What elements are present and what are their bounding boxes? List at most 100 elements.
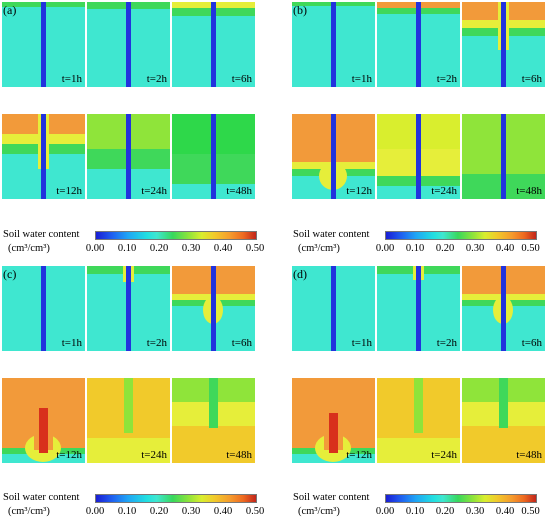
panel-b: t=1h t=2h t=6h t=12h t=24h t=48h (b)	[290, 0, 550, 258]
tick-label: 0.40	[495, 243, 515, 254]
contour-plot	[377, 378, 460, 463]
cell-a-4: t=12h	[2, 114, 85, 199]
colorbar	[385, 494, 537, 503]
tick-label: 0.00	[375, 243, 395, 254]
time-label: t=12h	[346, 185, 372, 197]
cell-c-2: t=2h	[87, 266, 170, 351]
legend-b: Soil water content (cm³/cm³) 0.00 0.10 0…	[290, 229, 550, 259]
legend-title: Soil water content	[293, 229, 370, 240]
cell-c-6: t=48h	[172, 378, 255, 463]
panel-c: t=1h t=2h t=6h t=12h t=24h t=48h (c)	[0, 264, 270, 522]
cell-b-2: t=2h	[377, 2, 460, 87]
legend-title: Soil water content	[3, 229, 80, 240]
contour-plot	[172, 266, 255, 351]
tick-label: 0.10	[405, 506, 425, 517]
time-label: t=6h	[231, 73, 252, 85]
colorbar	[385, 231, 537, 240]
legend-d: Soil water content (cm³/cm³) 0.00 0.10 0…	[290, 492, 550, 522]
contour-plot	[377, 2, 460, 87]
tick-label: 0.50	[245, 243, 265, 254]
cell-d-5: t=24h	[377, 378, 460, 463]
panel-label: (d)	[293, 267, 307, 281]
legend-unit: (cm³/cm³)	[298, 506, 340, 517]
time-label: t=2h	[436, 73, 457, 85]
tick-label: 0.00	[375, 506, 395, 517]
contour-plot	[462, 114, 545, 199]
legend-unit: (cm³/cm³)	[298, 243, 340, 254]
contour-plot	[172, 378, 255, 463]
panel-label: (a)	[3, 3, 17, 17]
cell-b-3: t=6h	[462, 2, 545, 87]
tick-label: 0.20	[435, 243, 455, 254]
cell-d-1: t=1h	[292, 266, 375, 351]
legend-unit: (cm³/cm³)	[8, 506, 50, 517]
time-label: t=48h	[516, 185, 542, 197]
cell-b-1: t=1h	[292, 2, 375, 87]
colorbar	[95, 231, 257, 240]
cell-b-5: t=24h	[377, 114, 460, 199]
tick-label: 0.00	[85, 243, 105, 254]
contour-plot	[2, 2, 85, 87]
colorbar	[95, 494, 257, 503]
contour-plot	[87, 2, 170, 87]
time-label: t=24h	[431, 185, 457, 197]
time-label: t=2h	[146, 73, 167, 85]
tick-label: 0.40	[213, 243, 233, 254]
cell-c-1: t=1h	[2, 266, 85, 351]
legend-a: Soil water content (cm³/cm³) 0.00 0.10 0…	[0, 229, 270, 259]
legend-c: Soil water content (cm³/cm³) 0.00 0.10 0…	[0, 492, 270, 522]
time-label: t=6h	[231, 337, 252, 349]
tick-label: 0.20	[149, 243, 169, 254]
time-label: t=1h	[351, 73, 372, 85]
contour-plot	[292, 378, 375, 463]
contour-plot	[87, 114, 170, 199]
cell-d-2: t=2h	[377, 266, 460, 351]
contour-plot	[377, 266, 460, 351]
contour-plot	[292, 2, 375, 87]
time-label: t=12h	[56, 449, 82, 461]
time-label: t=2h	[146, 337, 167, 349]
tick-label: 0.50	[245, 506, 265, 517]
legend-title: Soil water content	[3, 492, 80, 503]
panel-d: t=1h t=2h t=6h t=12h t=24h t=48h (d)	[290, 264, 550, 522]
contour-plot	[2, 266, 85, 351]
cell-d-6: t=48h	[462, 378, 545, 463]
tick-label: 0.20	[149, 506, 169, 517]
cell-c-4: t=12h	[2, 378, 85, 463]
tick-label: 0.10	[117, 506, 137, 517]
tick-label: 0.00	[85, 506, 105, 517]
time-label: t=1h	[61, 337, 82, 349]
time-label: t=24h	[431, 449, 457, 461]
time-label: t=6h	[521, 337, 542, 349]
time-label: t=12h	[346, 449, 372, 461]
cell-c-3: t=6h	[172, 266, 255, 351]
contour-plot	[462, 266, 545, 351]
contour-plot	[2, 114, 85, 199]
cell-d-3: t=6h	[462, 266, 545, 351]
tick-label: 0.10	[117, 243, 137, 254]
cell-a-6: t=48h	[172, 114, 255, 199]
contour-plot	[172, 114, 255, 199]
time-label: t=48h	[226, 449, 252, 461]
tick-label: 0.30	[465, 506, 485, 517]
tick-label: 0.50	[521, 243, 540, 254]
contour-plot	[2, 378, 85, 463]
contour-plot	[87, 266, 170, 351]
time-label: t=6h	[521, 73, 542, 85]
tick-label: 0.40	[495, 506, 515, 517]
tick-label: 0.40	[213, 506, 233, 517]
time-label: t=1h	[61, 73, 82, 85]
time-label: t=1h	[351, 337, 372, 349]
contour-plot	[292, 114, 375, 199]
cell-a-3: t=6h	[172, 2, 255, 87]
contour-plot	[292, 266, 375, 351]
cell-a-2: t=2h	[87, 2, 170, 87]
tick-label: 0.10	[405, 243, 425, 254]
legend-unit: (cm³/cm³)	[8, 243, 50, 254]
panel-label: (c)	[3, 267, 17, 281]
tick-label: 0.20	[435, 506, 455, 517]
cell-c-5: t=24h	[87, 378, 170, 463]
time-label: t=48h	[226, 185, 252, 197]
panel-a: t=1h t=2h t=6h t=12h t=24h t=48h (a)	[0, 0, 270, 258]
time-label: t=2h	[436, 337, 457, 349]
